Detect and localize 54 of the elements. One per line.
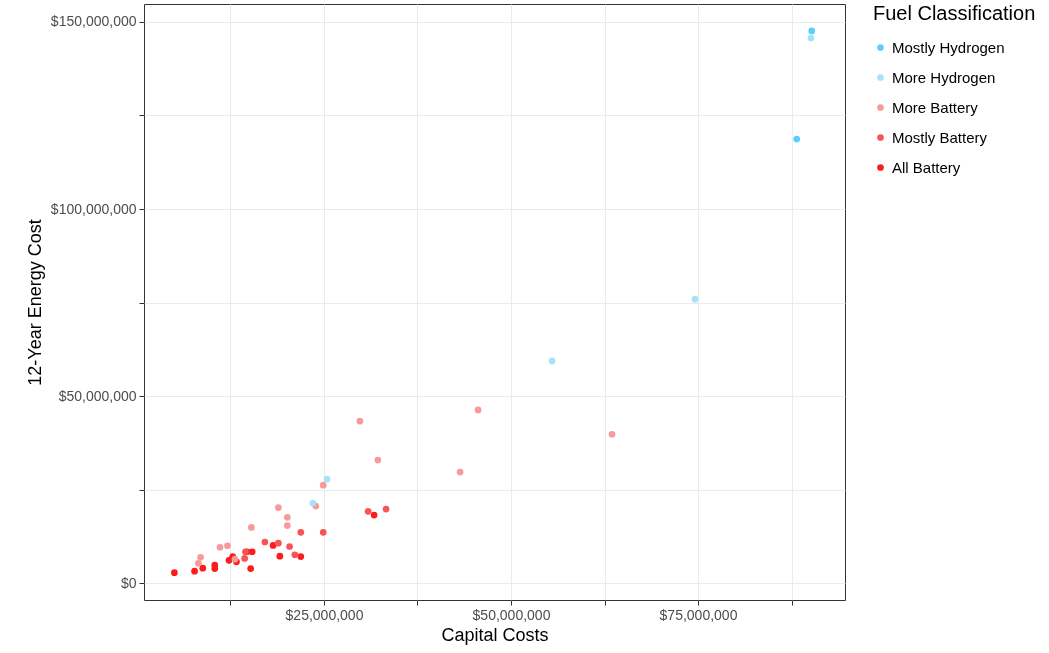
point (269, 542, 277, 549)
point (241, 555, 249, 562)
legend-title: Fuel Classification (873, 2, 1036, 24)
x-tick-label: $50,000,000 (472, 606, 551, 623)
point (275, 539, 282, 547)
point (199, 564, 207, 572)
point (224, 542, 231, 550)
point (191, 567, 198, 575)
point (211, 565, 219, 572)
point (283, 513, 291, 521)
point (297, 528, 305, 536)
point (216, 543, 224, 551)
legend-label: All Battery (892, 158, 961, 176)
point (456, 468, 464, 476)
point (194, 559, 202, 567)
legend-label: Mostly Battery (892, 128, 988, 146)
point (807, 34, 815, 42)
point (808, 27, 816, 35)
point (356, 417, 364, 425)
point (291, 551, 299, 559)
y-tick-label: $150,000,000 (50, 13, 137, 30)
point (247, 565, 255, 572)
point (793, 135, 801, 143)
point (297, 553, 305, 560)
point (319, 528, 327, 536)
point (691, 295, 699, 303)
legend-label: More Hydrogen (892, 68, 996, 86)
point (374, 456, 382, 464)
legend-label: More Battery (892, 98, 979, 116)
point (197, 554, 204, 561)
point (323, 475, 331, 483)
point (382, 505, 390, 513)
point (276, 552, 284, 560)
point (261, 538, 269, 546)
y-axis-title: 12-Year Energy Cost (24, 219, 45, 386)
y-tick-label: $0 (120, 574, 137, 591)
x-tick-label: $75,000,000 (659, 606, 738, 623)
x-tick-label: $25,000,000 (285, 606, 364, 623)
point (474, 406, 482, 414)
point (275, 504, 282, 511)
point (370, 511, 378, 519)
point (283, 522, 291, 529)
point (608, 430, 616, 438)
y-tick-label: $100,000,000 (50, 200, 137, 217)
point (548, 357, 556, 365)
point (286, 543, 293, 550)
x-axis-title: Capital Costs (441, 624, 549, 645)
point (225, 556, 233, 564)
point (364, 507, 372, 515)
point (171, 569, 178, 577)
point (248, 524, 255, 531)
y-tick-label: $50,000,000 (58, 387, 137, 404)
point (319, 481, 327, 489)
legend-label: Mostly Hydrogen (892, 38, 1005, 56)
